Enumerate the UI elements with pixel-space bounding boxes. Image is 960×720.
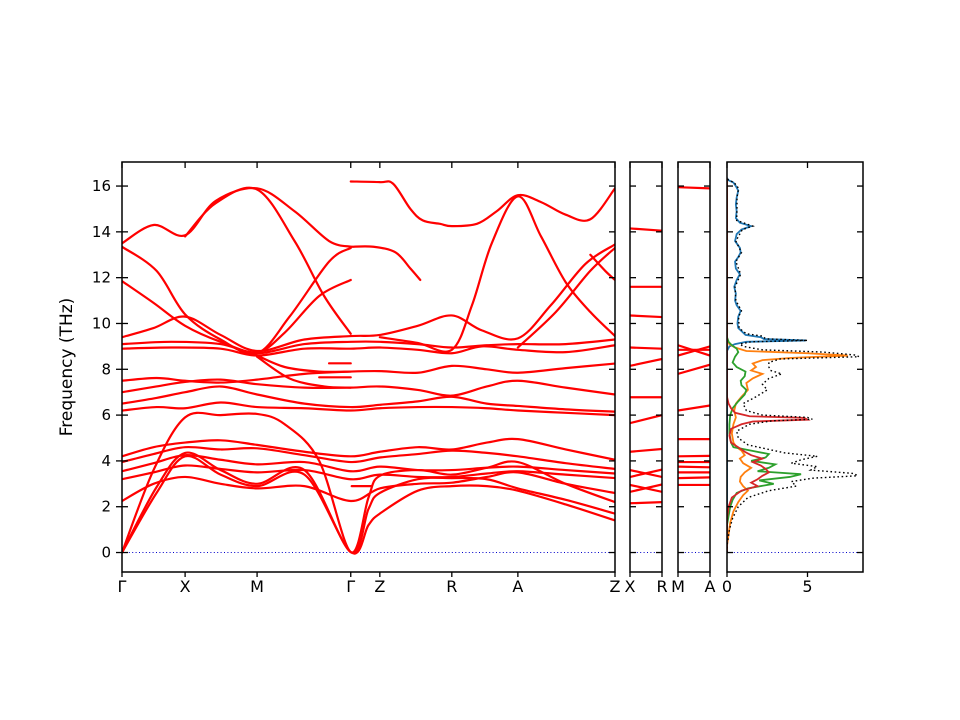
phonon-band-curve: [122, 454, 615, 555]
x-tick-label: X: [180, 577, 191, 596]
x-tick-label: Γ: [118, 577, 127, 596]
x-tick-label: M: [671, 577, 685, 596]
phonon-band-curve: [349, 245, 422, 282]
y-tick-label: 2: [101, 498, 111, 516]
y-tick-label: 6: [101, 406, 111, 424]
phonon-band-segment: [630, 346, 662, 350]
phonon-band-segment: [630, 314, 662, 319]
phonon-band-segment: [678, 363, 710, 375]
x-tick-label: R: [656, 577, 667, 596]
phonon-band-segment: [630, 414, 662, 425]
phonon-band-curve: [184, 186, 352, 335]
phonon-band-curve: [122, 401, 615, 417]
phonon-band-curve: [122, 362, 615, 384]
x-tick-label: M: [250, 577, 264, 596]
x-tick-label: Z: [610, 577, 621, 596]
phonon-band-segment: [630, 468, 662, 479]
phonon-band-segment: [678, 465, 710, 469]
y-tick-label: 16: [92, 177, 111, 195]
phonon-band-curve: [122, 451, 615, 554]
x-tick-label: A: [512, 577, 523, 596]
phonon-band-curve: [349, 180, 615, 228]
y-tick-label: 8: [101, 360, 111, 378]
axes-frame: [677, 161, 711, 573]
dos-species-1-curve: [727, 177, 806, 553]
phonon-band-curve: [122, 344, 615, 357]
phonon-band-segment: [678, 186, 710, 190]
phonon-band-curve: [122, 338, 615, 355]
axes-frame: [726, 161, 864, 573]
y-tick-label: 0: [101, 544, 111, 562]
phonon-band-curve: [255, 354, 352, 374]
dos-species-2-curve: [727, 178, 848, 553]
phonon-band-curve: [378, 195, 615, 353]
axes-frame: [629, 161, 663, 573]
x-tick-label: X: [625, 577, 636, 596]
phonon-band-segment: [630, 501, 662, 505]
axes-frame: [121, 161, 616, 573]
phonon-band-segment: [678, 476, 710, 480]
phonon-band-curve: [516, 246, 615, 349]
x-tick-label: Γ: [346, 577, 355, 596]
x-tick-label: A: [705, 577, 716, 596]
phonon-band-curve: [122, 437, 615, 461]
phonon-band-segment: [630, 357, 662, 367]
phonon-band-curve: [122, 243, 615, 353]
y-tick-label: 12: [92, 269, 111, 287]
dos-species-4-curve: [727, 178, 811, 553]
y-tick-label: 4: [101, 452, 111, 470]
phonon-band-curve: [122, 454, 615, 475]
phonon-band-curve: [255, 355, 352, 389]
phonon-band-segment: [630, 447, 662, 453]
x-tick-label: 5: [802, 577, 812, 596]
phonon-band-curve: [122, 411, 615, 554]
phonon-band-segment: [630, 227, 662, 232]
x-tick-label: R: [446, 577, 457, 596]
phonon-band-segment: [630, 483, 662, 493]
y-tick-label: 14: [92, 223, 111, 241]
phonon-band-segment: [678, 345, 710, 357]
phonon-band-curve: [122, 445, 615, 471]
phonon-band-curve: [122, 385, 615, 413]
y-tick-label: 10: [92, 314, 111, 332]
y-axis-label: Frequency (THz): [57, 298, 77, 437]
phonon-band-curve: [122, 245, 352, 356]
phonon-band-curve: [122, 464, 615, 481]
x-tick-label: 0: [722, 577, 732, 596]
dos-total-curve: [727, 178, 860, 553]
x-tick-label: Z: [374, 577, 385, 596]
phonon-band-segment: [678, 404, 710, 412]
